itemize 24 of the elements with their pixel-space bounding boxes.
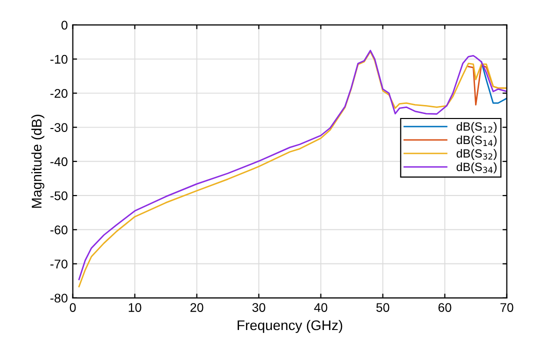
- y-tick-label: -80: [50, 294, 68, 303]
- x-tick-label: 20: [190, 303, 204, 312]
- y-tick-label: 0: [61, 20, 68, 30]
- x-tick-label: 30: [252, 303, 266, 312]
- y-tick-label: -50: [50, 191, 68, 200]
- y-tick-label: -10: [50, 54, 68, 64]
- x-tick-label: 0: [70, 303, 76, 312]
- legend-label: dB(S$_{14}$): [456, 135, 497, 146]
- legend-label: dB(S$_{34}$): [456, 162, 497, 174]
- legend-label: dB(S$_{12}$): [456, 122, 497, 134]
- y-tick-label: -60: [50, 225, 68, 234]
- y-tick-label: -30: [50, 123, 68, 132]
- y-tick-label: -20: [50, 88, 68, 98]
- legend-label: dB(S$_{32}$): [456, 148, 497, 160]
- y-tick-label: -70: [50, 260, 68, 268]
- y-tick-label: -40: [50, 157, 68, 166]
- line-series: [480, 61, 507, 104]
- x-tick-label: 10: [128, 303, 142, 312]
- x-tick-label: 70: [500, 303, 514, 312]
- x-tick-label: 50: [376, 303, 390, 312]
- x-tick-label: 60: [438, 303, 452, 312]
- y-axis-title: Magnitude (dB): [31, 114, 44, 208]
- x-axis-title: Frequency (GHz): [238, 320, 342, 333]
- x-tick-label: 40: [314, 303, 328, 312]
